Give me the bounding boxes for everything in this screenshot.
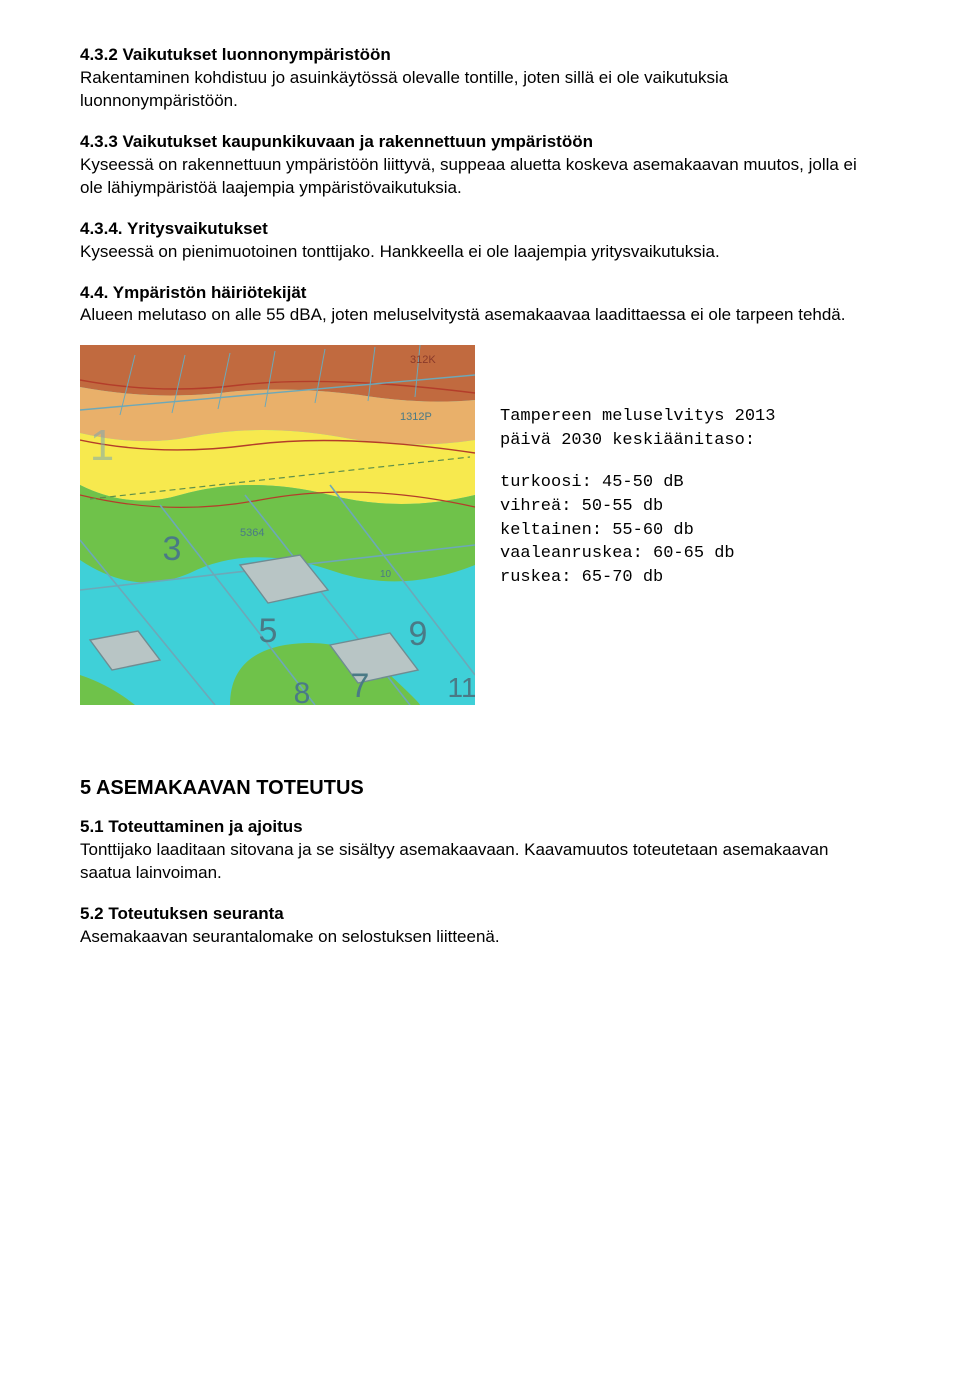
legend-row: turkoosi: 45-50 dB bbox=[500, 471, 775, 495]
legend-row: vihreä: 50-55 db bbox=[500, 495, 775, 519]
lot-7: 7 bbox=[351, 667, 370, 705]
heading-44: 4.4. Ympäristön häiriötekijät bbox=[80, 282, 880, 305]
body-432: Rakentaminen kohdistuu jo asuinkäytössä … bbox=[80, 67, 880, 113]
legend-row: keltainen: 55-60 db bbox=[500, 519, 775, 543]
heading-432: 4.3.2 Vaikutukset luonnonympäristöön bbox=[80, 44, 880, 67]
lot-11: 11 bbox=[447, 672, 476, 703]
heading-434: 4.3.4. Yritysvaikutukset bbox=[80, 218, 880, 241]
svg-text:5364: 5364 bbox=[240, 527, 264, 539]
heading-5: 5 ASEMAKAAVAN TOTEUTUS bbox=[80, 775, 880, 802]
body-44: Alueen melutaso on alle 55 dBA, joten me… bbox=[80, 304, 880, 327]
legend-row: ruskea: 65-70 db bbox=[500, 566, 775, 590]
map-legend: Tampereen meluselvitys 2013 päivä 2030 k… bbox=[500, 405, 775, 590]
heading-51: 5.1 Toteuttaminen ja ajoitus bbox=[80, 816, 880, 839]
lot-9: 9 bbox=[409, 615, 428, 653]
lot-8: 8 bbox=[294, 677, 311, 705]
svg-text:312K: 312K bbox=[410, 354, 436, 366]
legend-title-2: päivä 2030 keskiäänitaso: bbox=[500, 429, 775, 453]
heading-433: 4.3.3 Vaikutukset kaupunkikuvaan ja rake… bbox=[80, 131, 880, 154]
legend-title-1: Tampereen meluselvitys 2013 bbox=[500, 405, 775, 429]
body-434: Kyseessä on pienimuotoinen tonttijako. H… bbox=[80, 241, 880, 264]
legend-row: vaaleanruskea: 60-65 db bbox=[500, 542, 775, 566]
svg-text:10: 10 bbox=[380, 569, 392, 580]
heading-52: 5.2 Toteutuksen seuranta bbox=[80, 903, 880, 926]
noise-map: 3 5 7 9 8 11 1 5364 1312P 312K 10 Tamper… bbox=[80, 345, 880, 705]
body-51: Tonttijako laaditaan sitovana ja se sisä… bbox=[80, 839, 880, 885]
svg-text:1312P: 1312P bbox=[400, 411, 432, 423]
lot-3: 3 bbox=[163, 530, 182, 568]
svg-text:1: 1 bbox=[90, 421, 114, 470]
lot-5: 5 bbox=[259, 612, 278, 650]
body-52: Asemakaavan seurantalomake on selostukse… bbox=[80, 926, 880, 949]
body-433: Kyseessä on rakennettuun ympäristöön lii… bbox=[80, 154, 880, 200]
